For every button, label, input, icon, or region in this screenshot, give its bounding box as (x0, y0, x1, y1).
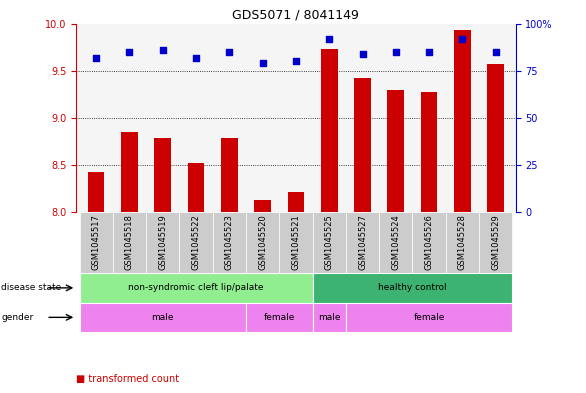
Bar (479, 212, 512, 273)
Bar (421, 92, 437, 212)
Text: male: male (318, 313, 340, 322)
Bar (288, 193, 304, 212)
Bar (254, 200, 271, 212)
Text: non-syndromic cleft lip/palate: non-syndromic cleft lip/palate (128, 283, 264, 292)
Text: GSM1045524: GSM1045524 (391, 214, 400, 270)
Point (91, 54, 101, 61)
Bar (321, 49, 338, 212)
Point (291, 58, 301, 64)
Text: disease state: disease state (1, 283, 62, 292)
Bar (246, 212, 280, 273)
Text: GSM1045521: GSM1045521 (291, 214, 301, 270)
Text: female: female (264, 313, 295, 322)
Text: GSM1045527: GSM1045527 (358, 214, 367, 270)
Bar (146, 212, 179, 273)
Text: male: male (152, 313, 174, 322)
Point (458, 35, 467, 42)
Bar (121, 132, 138, 212)
Bar (488, 64, 504, 212)
Bar (80, 303, 246, 332)
Title: GDS5071 / 8041149: GDS5071 / 8041149 (233, 8, 359, 21)
Text: GSM1045522: GSM1045522 (192, 214, 200, 270)
Point (192, 54, 201, 61)
Text: ■ transformed count: ■ transformed count (76, 374, 179, 384)
Point (325, 35, 334, 42)
Text: GSM1045529: GSM1045529 (491, 214, 500, 270)
Text: gender: gender (1, 313, 33, 322)
Text: GSM1045518: GSM1045518 (125, 214, 134, 270)
Bar (80, 273, 312, 303)
Bar (312, 212, 346, 273)
Point (224, 49, 234, 55)
Text: GSM1045517: GSM1045517 (91, 214, 101, 270)
Bar (155, 138, 171, 212)
Bar (446, 212, 479, 273)
Point (258, 60, 267, 66)
Bar (312, 303, 346, 332)
Point (358, 51, 367, 57)
Point (391, 49, 400, 55)
Text: GSM1045525: GSM1045525 (325, 214, 333, 270)
Bar (80, 212, 113, 273)
Point (125, 49, 134, 55)
Point (158, 47, 168, 53)
Bar (454, 30, 471, 212)
Text: GSM1045523: GSM1045523 (225, 214, 234, 270)
Text: healthy control: healthy control (378, 283, 447, 292)
Bar (188, 163, 205, 212)
Bar (213, 212, 246, 273)
Bar (88, 172, 104, 212)
Bar (246, 303, 312, 332)
Bar (179, 212, 213, 273)
Point (424, 49, 434, 55)
Bar (387, 90, 404, 212)
Bar (346, 212, 379, 273)
Bar (221, 138, 238, 212)
Text: GSM1045520: GSM1045520 (258, 214, 267, 270)
Text: female: female (414, 313, 445, 322)
Point (491, 49, 500, 55)
Bar (312, 273, 512, 303)
Bar (346, 303, 512, 332)
Bar (413, 212, 446, 273)
Text: GSM1045519: GSM1045519 (158, 214, 167, 270)
Text: GSM1045528: GSM1045528 (458, 214, 467, 270)
Bar (354, 78, 371, 212)
Bar (379, 212, 413, 273)
Bar (113, 212, 146, 273)
Bar (280, 212, 312, 273)
Text: GSM1045526: GSM1045526 (425, 214, 434, 270)
